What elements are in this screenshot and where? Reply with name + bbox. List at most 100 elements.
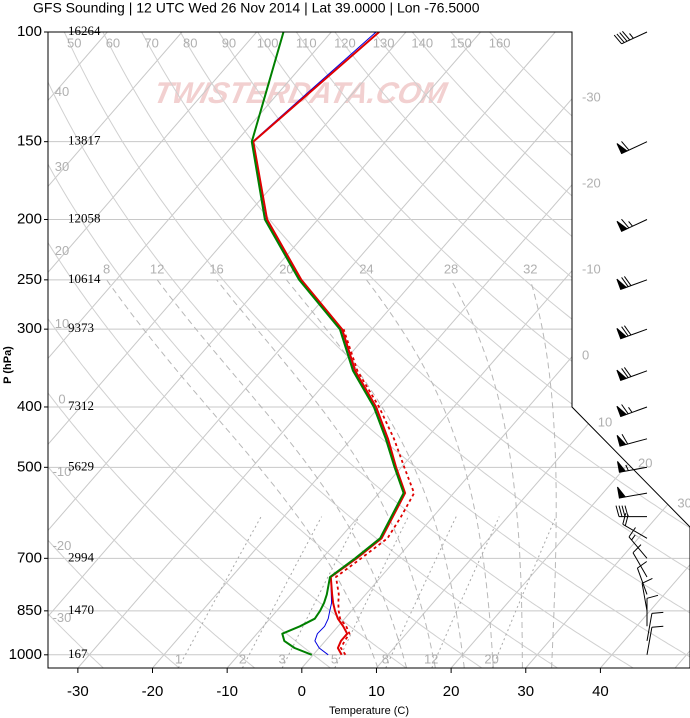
- wind-barb: [646, 594, 659, 627]
- y-tick-label: 400: [17, 398, 42, 415]
- dry-adiabat: [48, 32, 256, 668]
- wind-barb: [617, 461, 648, 473]
- dry-adiabat: [218, 32, 690, 668]
- x-tick-label: 10: [368, 683, 385, 700]
- isotherm-label: 10: [598, 414, 612, 429]
- dry-adiabat: [411, 32, 690, 668]
- moist-adiabat: [366, 279, 494, 668]
- mixing-ratio-label: 12: [424, 652, 438, 667]
- y-tick-label: 150: [17, 133, 42, 150]
- moist-adiabat: [450, 279, 523, 668]
- x-tick-label: 0: [298, 683, 306, 700]
- wind-barb: [636, 561, 648, 595]
- dry-adiabat-label: -20: [53, 538, 72, 553]
- moist-adiabat-label: 24: [359, 261, 373, 276]
- moist-adiabat: [286, 279, 465, 668]
- moist-adiabat-label: 16: [209, 261, 223, 276]
- chart-title: GFS Sounding | 12 UTC Wed 26 Nov 2014 | …: [33, 0, 480, 16]
- dry-adiabat-label: 60: [106, 35, 120, 50]
- isotherm: [48, 32, 481, 668]
- dry-adiabat-label: -30: [53, 610, 72, 625]
- wind-barb: [622, 513, 648, 539]
- moist-adiabat: [156, 279, 408, 668]
- mixing-ratio: [431, 516, 500, 668]
- dry-adiabat: [257, 32, 690, 668]
- isotherm: [48, 32, 108, 668]
- isotherm: [48, 32, 258, 668]
- dry-adiabat: [450, 32, 690, 668]
- wind-barb: [646, 625, 664, 655]
- profile-line: [335, 328, 416, 656]
- mixing-ratio-label: 3: [278, 652, 285, 667]
- height-label: 2994: [68, 549, 95, 564]
- height-label: 16264: [68, 23, 101, 38]
- dry-adiabat: [48, 32, 104, 668]
- isotherm-label: -10: [582, 261, 601, 276]
- isotherm-label: 20: [638, 455, 652, 470]
- dry-adiabat: [295, 32, 690, 668]
- dry-adiabat: [179, 32, 690, 668]
- x-axis-label: Temperature (C): [329, 705, 409, 717]
- dry-adiabat-label: 110: [296, 35, 317, 50]
- dry-adiabat: [334, 32, 690, 668]
- wind-barb: [632, 544, 648, 578]
- isotherm: [48, 32, 556, 668]
- dry-adiabat-label: 100: [257, 35, 279, 50]
- height-label: 1470: [68, 602, 94, 617]
- mixing-ratio: [241, 516, 323, 668]
- dry-adiabat-label: 120: [334, 35, 356, 50]
- wind-barb: [641, 577, 653, 611]
- x-tick-label: 40: [592, 683, 609, 700]
- x-tick-label: -20: [142, 683, 164, 700]
- moist-adiabat: [106, 279, 379, 668]
- isotherm: [77, 32, 631, 668]
- isotherm-label: -30: [582, 89, 601, 104]
- dry-adiabat: [141, 32, 690, 668]
- background-labels: -30-20-1001020304050-30-20-1001020304050…: [53, 35, 690, 666]
- moist-adiabat-label: 32: [523, 261, 537, 276]
- dry-adiabat-label: -10: [53, 464, 72, 479]
- dry-adiabat: [48, 32, 483, 668]
- height-label: 5629: [68, 458, 94, 473]
- profiles: [250, 32, 416, 656]
- y-tick-label: 300: [17, 320, 42, 337]
- moist-adiabat: [216, 279, 436, 668]
- y-tick-label: 250: [17, 271, 42, 288]
- y-tick-label: 200: [17, 210, 42, 227]
- height-label: 10614: [68, 271, 101, 286]
- mixing-ratio: [492, 516, 557, 668]
- wind-barb: [616, 325, 648, 340]
- dry-adiabat: [48, 32, 331, 668]
- dry-adiabat-label: 130: [373, 35, 395, 50]
- isotherm: [525, 32, 690, 668]
- mixing-ratio: [385, 516, 457, 668]
- dry-adiabat-label: 0: [58, 392, 65, 407]
- wind-barb: [615, 505, 647, 518]
- isotherm-label: 0: [582, 347, 589, 362]
- y-tick-label: 500: [17, 458, 42, 475]
- dry-adiabat-label: 40: [55, 84, 69, 99]
- wind-barb: [616, 404, 648, 418]
- mixing-ratio-label: 8: [382, 652, 389, 667]
- dry-adiabat: [48, 32, 180, 668]
- mixing-ratio-label: 2: [239, 652, 246, 667]
- wind-barb: [646, 611, 664, 641]
- dry-adiabat-label: 160: [489, 35, 511, 50]
- mixing-ratio-label: 20: [484, 652, 498, 667]
- profile-line: [252, 32, 405, 656]
- dry-adiabat-label: 20: [55, 243, 69, 258]
- dry-adiabat-label: 50: [67, 35, 81, 50]
- dry-adiabat-label: 70: [144, 35, 158, 50]
- moist-adiabat-label: 28: [444, 261, 458, 276]
- profile-line: [252, 32, 407, 656]
- height-label: 9373: [68, 320, 94, 335]
- wind-barb: [616, 276, 648, 291]
- dry-adiabat: [48, 32, 558, 668]
- isotherm: [376, 32, 690, 668]
- moist-adiabat: [529, 279, 557, 668]
- height-label: 12058: [68, 210, 101, 225]
- wind-barb: [617, 486, 648, 499]
- y-tick-label: 700: [17, 549, 42, 566]
- dry-adiabat: [48, 32, 407, 668]
